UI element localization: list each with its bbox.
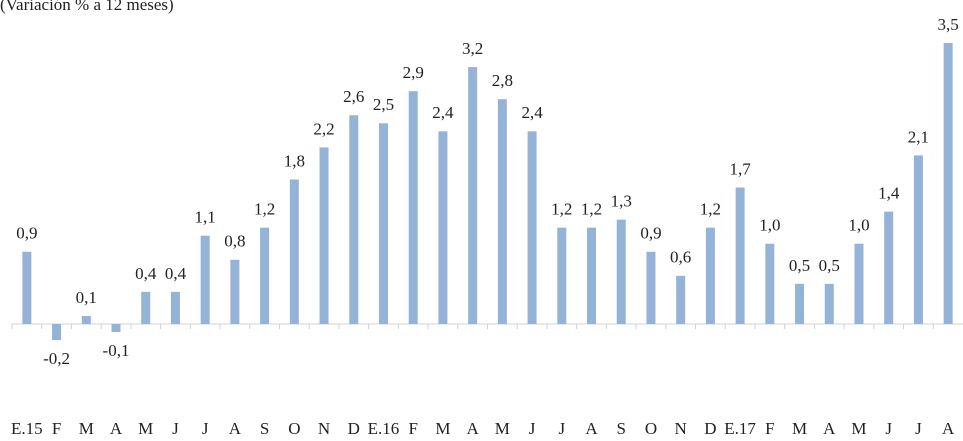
- x-tick-label: N: [675, 419, 687, 438]
- value-label: -0,2: [43, 349, 70, 368]
- bar: [616, 219, 626, 324]
- value-label: 2,8: [492, 71, 513, 90]
- x-tick-label: A: [467, 419, 480, 438]
- x-tick-label: E.17: [724, 419, 756, 438]
- bar: [527, 131, 537, 324]
- bar: [676, 275, 686, 324]
- x-tick-label: J: [885, 419, 892, 438]
- value-label: 0,8: [224, 232, 245, 251]
- bar: [557, 227, 567, 324]
- value-label: 1,2: [700, 200, 721, 219]
- x-tick-label: A: [585, 419, 598, 438]
- value-label: 2,1: [908, 127, 929, 146]
- x-tick-label: J: [529, 419, 536, 438]
- bar: [319, 147, 329, 324]
- bar: [587, 227, 597, 324]
- x-tick-label: J: [558, 419, 565, 438]
- value-label: 0,4: [165, 264, 187, 283]
- bar: [170, 291, 180, 324]
- bar: [913, 155, 923, 324]
- value-label: 0,6: [670, 248, 691, 267]
- value-label: 1,0: [848, 216, 869, 235]
- x-tick-label: J: [202, 419, 209, 438]
- x-tick-label: M: [495, 419, 510, 438]
- bar: [795, 283, 805, 324]
- value-label: 0,1: [76, 288, 97, 307]
- bar: [230, 259, 240, 324]
- value-label: 1,2: [581, 200, 602, 219]
- value-label: 2,4: [521, 103, 543, 122]
- bar: [22, 251, 32, 324]
- value-label: 2,9: [403, 63, 424, 82]
- value-label: 1,0: [759, 216, 780, 235]
- value-label: 0,9: [16, 224, 37, 243]
- x-tick-label: J: [915, 419, 922, 438]
- bar: [646, 251, 656, 324]
- x-tick-label: F: [52, 419, 61, 438]
- bar: [81, 315, 91, 324]
- x-tick-label: N: [318, 419, 330, 438]
- x-tick-label: E.15: [11, 419, 43, 438]
- x-tick-label: A: [823, 419, 836, 438]
- x-tick-label: M: [138, 419, 153, 438]
- bar: [854, 243, 864, 324]
- value-label: 1,2: [254, 200, 275, 219]
- bar: [378, 123, 388, 325]
- value-label: 1,8: [284, 151, 305, 170]
- bar: [408, 91, 418, 325]
- bar: [52, 324, 62, 341]
- bar: [200, 235, 210, 324]
- bar: [497, 99, 507, 324]
- x-tick-label: S: [617, 419, 626, 438]
- x-tick-label: F: [765, 419, 774, 438]
- value-label: 0,9: [640, 224, 661, 243]
- bar: [824, 283, 834, 324]
- x-tick-label: M: [79, 419, 94, 438]
- x-tick-label: S: [260, 419, 269, 438]
- value-label: 2,2: [313, 119, 334, 138]
- x-tick-label: O: [288, 419, 300, 438]
- bar: [349, 115, 359, 324]
- x-tick-label: J: [172, 419, 179, 438]
- x-tick-label: A: [942, 419, 955, 438]
- x-tick-label: E.16: [368, 419, 400, 438]
- bar: [735, 187, 745, 324]
- x-tick-label: D: [348, 419, 360, 438]
- value-label: 1,4: [878, 184, 900, 203]
- bar: [468, 67, 478, 324]
- value-label: 3,2: [462, 39, 483, 58]
- x-tick-label: M: [851, 419, 866, 438]
- bar: [884, 211, 894, 324]
- value-label: 0,4: [135, 264, 157, 283]
- value-label: 1,7: [729, 159, 751, 178]
- x-tick-label: A: [110, 419, 123, 438]
- value-label: 3,5: [938, 15, 959, 34]
- value-label: 1,2: [551, 200, 572, 219]
- value-label: 0,5: [819, 256, 840, 275]
- value-label: 1,1: [195, 208, 216, 227]
- x-tick-label: A: [229, 419, 242, 438]
- chart-subtitle: (Variación % a 12 meses): [0, 0, 174, 14]
- bar: [260, 227, 270, 324]
- x-tick-label: M: [435, 419, 450, 438]
- x-tick-label: M: [792, 419, 807, 438]
- bar: [705, 227, 715, 324]
- bar: [765, 243, 775, 324]
- value-label: 0,5: [789, 256, 810, 275]
- bar: [438, 131, 448, 324]
- bar: [289, 179, 299, 324]
- bar: [141, 291, 151, 324]
- value-label: 2,4: [432, 103, 454, 122]
- value-label: 2,5: [373, 95, 394, 114]
- x-tick-label: O: [645, 419, 657, 438]
- x-tick-label: F: [408, 419, 417, 438]
- x-tick-label: D: [704, 419, 716, 438]
- value-label: -0,1: [103, 341, 130, 360]
- value-label: 2,6: [343, 87, 364, 106]
- bar: [943, 43, 953, 324]
- bar: [111, 324, 121, 333]
- value-label: 1,3: [611, 192, 632, 211]
